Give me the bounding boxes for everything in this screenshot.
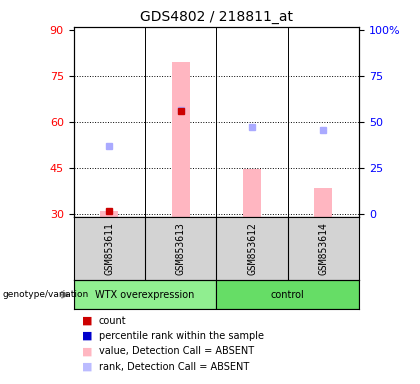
Bar: [100, 212, 118, 217]
Text: ■: ■: [82, 362, 92, 372]
Text: ■: ■: [82, 331, 92, 341]
Title: GDS4802 / 218811_at: GDS4802 / 218811_at: [140, 10, 293, 25]
Text: control: control: [271, 290, 304, 300]
Text: rank, Detection Call = ABSENT: rank, Detection Call = ABSENT: [99, 362, 249, 372]
Text: value, Detection Call = ABSENT: value, Detection Call = ABSENT: [99, 346, 254, 356]
Text: GSM853613: GSM853613: [176, 222, 186, 275]
Text: GSM853614: GSM853614: [318, 222, 328, 275]
Text: genotype/variation: genotype/variation: [2, 290, 88, 299]
Bar: [243, 169, 261, 217]
Text: WTX overexpression: WTX overexpression: [95, 290, 194, 300]
Bar: [315, 188, 332, 217]
Bar: [216, 280, 359, 309]
Text: count: count: [99, 316, 126, 326]
Text: ■: ■: [82, 316, 92, 326]
Bar: [74, 280, 216, 309]
Bar: [172, 62, 189, 217]
Text: percentile rank within the sample: percentile rank within the sample: [99, 331, 264, 341]
Text: GSM853612: GSM853612: [247, 222, 257, 275]
Text: ■: ■: [82, 346, 92, 356]
Text: GSM853611: GSM853611: [104, 222, 114, 275]
